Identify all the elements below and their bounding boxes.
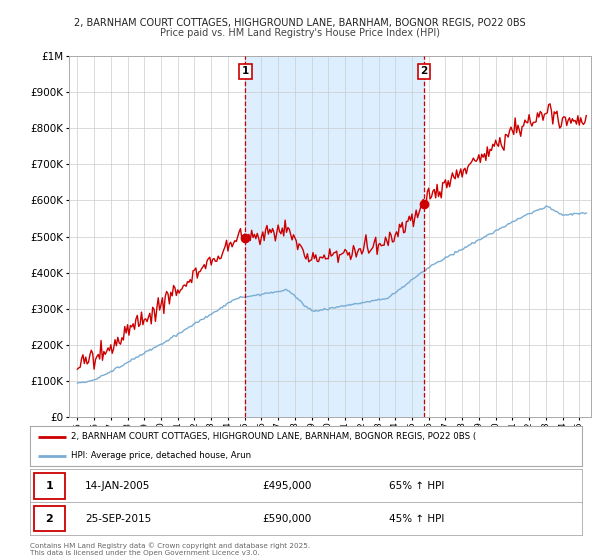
HPI: Average price, detached house, Arun: (2.01e+03, 3.13e+05): Average price, detached house, Arun: (2.… bbox=[349, 301, 356, 307]
Text: 1: 1 bbox=[242, 66, 249, 76]
HPI: Average price, detached house, Arun: (2e+03, 1.52e+05): Average price, detached house, Arun: (2e… bbox=[124, 359, 131, 366]
HPI: Average price, detached house, Arun: (2e+03, 2.06e+05): Average price, detached house, Arun: (2e… bbox=[160, 339, 167, 346]
2, BARNHAM COURT COTTAGES, HIGHGROUND LANE, BARNHAM, BOGNOR REGIS, PO22 0BS ( bbox=[422, 203, 430, 210]
Line: HPI: Average price, detached house, Arun: HPI: Average price, detached house, Arun bbox=[77, 206, 586, 383]
Text: £495,000: £495,000 bbox=[262, 481, 311, 491]
HPI: Average price, detached house, Arun: (2e+03, 9.46e+04): Average price, detached house, Arun: (2e… bbox=[74, 380, 81, 386]
HPI: Average price, detached house, Arun: (2.02e+03, 5.84e+05): Average price, detached house, Arun: (2.… bbox=[542, 203, 550, 209]
2, BARNHAM COURT COTTAGES, HIGHGROUND LANE, BARNHAM, BOGNOR REGIS, PO22 0BS ( bbox=[74, 366, 81, 372]
Bar bbox=[245, 56, 424, 417]
2, BARNHAM COURT COTTAGES, HIGHGROUND LANE, BARNHAM, BOGNOR REGIS, PO22 0BS ( bbox=[124, 321, 131, 328]
2, BARNHAM COURT COTTAGES, HIGHGROUND LANE, BARNHAM, BOGNOR REGIS, PO22 0BS ( bbox=[349, 252, 356, 259]
2, BARNHAM COURT COTTAGES, HIGHGROUND LANE, BARNHAM, BOGNOR REGIS, PO22 0BS ( bbox=[160, 310, 167, 317]
Bar bbox=[34, 506, 65, 531]
Text: 2: 2 bbox=[421, 66, 428, 76]
Bar bbox=[34, 473, 65, 499]
HPI: Average price, detached house, Arun: (2.03e+03, 5.65e+05): Average price, detached house, Arun: (2.… bbox=[583, 209, 590, 216]
Text: 2: 2 bbox=[46, 514, 53, 524]
2, BARNHAM COURT COTTAGES, HIGHGROUND LANE, BARNHAM, BOGNOR REGIS, PO22 0BS ( bbox=[450, 174, 457, 180]
2, BARNHAM COURT COTTAGES, HIGHGROUND LANE, BARNHAM, BOGNOR REGIS, PO22 0BS ( bbox=[583, 113, 590, 119]
Text: 65% ↑ HPI: 65% ↑ HPI bbox=[389, 481, 444, 491]
HPI: Average price, detached house, Arun: (2.02e+03, 4.07e+05): Average price, detached house, Arun: (2.… bbox=[422, 267, 430, 274]
Text: 2, BARNHAM COURT COTTAGES, HIGHGROUND LANE, BARNHAM, BOGNOR REGIS, PO22 0BS (: 2, BARNHAM COURT COTTAGES, HIGHGROUND LA… bbox=[71, 432, 476, 441]
Text: £590,000: £590,000 bbox=[262, 514, 311, 524]
2, BARNHAM COURT COTTAGES, HIGHGROUND LANE, BARNHAM, BOGNOR REGIS, PO22 0BS ( bbox=[547, 100, 554, 107]
Text: 14-JAN-2005: 14-JAN-2005 bbox=[85, 481, 151, 491]
Text: Contains HM Land Registry data © Crown copyright and database right 2025.
This d: Contains HM Land Registry data © Crown c… bbox=[30, 542, 310, 556]
Line: 2, BARNHAM COURT COTTAGES, HIGHGROUND LANE, BARNHAM, BOGNOR REGIS, PO22 0BS (: 2, BARNHAM COURT COTTAGES, HIGHGROUND LA… bbox=[77, 104, 586, 369]
Text: 25-SEP-2015: 25-SEP-2015 bbox=[85, 514, 151, 524]
HPI: Average price, detached house, Arun: (2e+03, 2.35e+05): Average price, detached house, Arun: (2e… bbox=[178, 329, 185, 335]
Text: 2, BARNHAM COURT COTTAGES, HIGHGROUND LANE, BARNHAM, BOGNOR REGIS, PO22 0BS: 2, BARNHAM COURT COTTAGES, HIGHGROUND LA… bbox=[74, 18, 526, 28]
HPI: Average price, detached house, Arun: (2.02e+03, 4.5e+05): Average price, detached house, Arun: (2.… bbox=[450, 251, 457, 258]
Text: Price paid vs. HM Land Registry's House Price Index (HPI): Price paid vs. HM Land Registry's House … bbox=[160, 28, 440, 38]
Text: 45% ↑ HPI: 45% ↑ HPI bbox=[389, 514, 444, 524]
Text: HPI: Average price, detached house, Arun: HPI: Average price, detached house, Arun bbox=[71, 451, 251, 460]
Text: 1: 1 bbox=[46, 481, 53, 491]
2, BARNHAM COURT COTTAGES, HIGHGROUND LANE, BARNHAM, BOGNOR REGIS, PO22 0BS ( bbox=[178, 286, 185, 292]
